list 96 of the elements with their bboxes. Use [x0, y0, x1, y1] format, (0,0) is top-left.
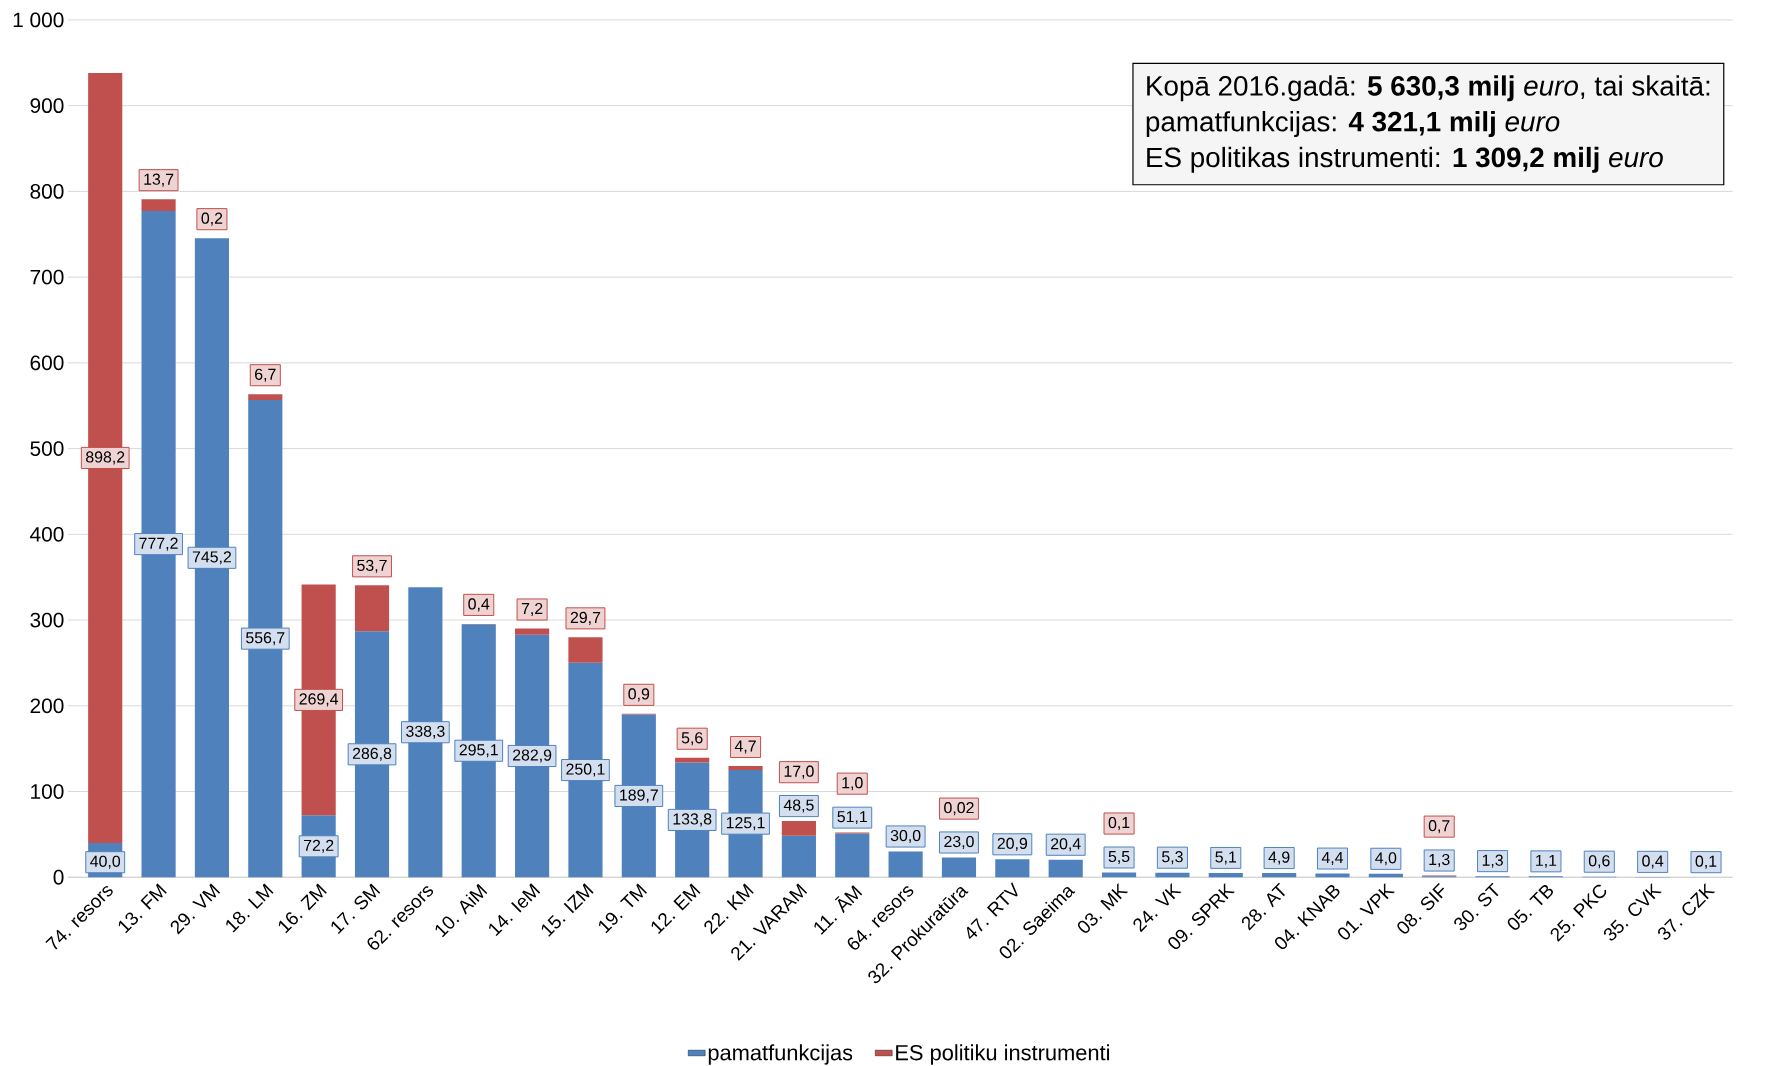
annotation: Kopā 2016.gadā: 5 630,3 milj euro, tai skaitā: [1147, 75, 1710, 102]
data-label: 0,6 [1588, 855, 1610, 869]
legend-label: ES politiku instrumenti [896, 1044, 1110, 1065]
data-label: 20,9 [997, 837, 1028, 852]
y-tick-label: 900 [30, 98, 64, 114]
data-label: 286,8 [352, 747, 392, 762]
data-label: 0,02 [944, 802, 974, 816]
x-tick-label: 16. ZM [278, 883, 327, 934]
bar [728, 766, 763, 771]
annotation: ES politikas instrumenti: 1 309,2 milj euro [1147, 147, 1663, 173]
bar [354, 585, 390, 632]
data-label: 0,4 [468, 598, 490, 612]
data-label: 777,2 [139, 537, 178, 551]
bar [835, 833, 870, 878]
x-tick-label: 19. TM [598, 883, 648, 934]
data-label: 51,1 [837, 811, 867, 825]
data-label: 1,0 [842, 777, 863, 791]
bar [1048, 859, 1083, 878]
data-label: 6,7 [255, 368, 276, 382]
y-tick-label: 700 [30, 269, 64, 285]
data-label: 556,7 [246, 632, 285, 646]
data-label: 0,1 [1108, 817, 1130, 831]
y-tick-label: 600 [30, 355, 64, 371]
bar [781, 821, 816, 836]
data-label: 0,1 [1695, 855, 1717, 869]
data-label: 0,9 [628, 688, 650, 702]
y-tick-label: 300 [30, 612, 64, 628]
bar [141, 199, 176, 212]
data-label: 17,0 [784, 765, 814, 779]
legend-label: pamatfunkcijas [708, 1044, 853, 1065]
data-label: 133,8 [673, 813, 712, 827]
x-tick-label: 05. TB [1507, 885, 1553, 930]
y-tick-label: 200 [30, 698, 64, 714]
bar [568, 637, 603, 663]
data-label: 29,7 [570, 611, 601, 626]
data-label: 72,2 [304, 839, 334, 854]
data-label: 269,4 [299, 693, 339, 707]
x-tick-label: 13. FM [118, 883, 167, 934]
bar [888, 851, 923, 878]
data-label: 125,1 [726, 817, 765, 831]
data-label: 189,7 [620, 789, 658, 803]
bar [248, 394, 283, 401]
data-label: 0,4 [1642, 855, 1664, 869]
x-tick-label: 14. IeM [489, 883, 541, 937]
data-label: 745,2 [192, 551, 232, 565]
data-label: 40,0 [90, 855, 121, 869]
annotation: pamatfunkcijas: 4 321,1 milj euro [1146, 111, 1560, 138]
x-tick-label: 30. ST [1454, 882, 1499, 931]
data-label: 20,4 [1051, 838, 1081, 852]
bar [941, 857, 977, 878]
data-label: 1,3 [1482, 854, 1503, 868]
data-label: 4,0 [1375, 852, 1397, 866]
data-label: 1,3 [1429, 854, 1450, 868]
x-tick-label: 22. KM [704, 883, 754, 935]
data-label: 4,7 [734, 740, 756, 754]
data-label: 48,5 [783, 799, 814, 813]
data-label: 250,1 [566, 763, 605, 777]
bar [1315, 873, 1350, 878]
x-tick-label: 03. MK [1077, 883, 1129, 933]
x-tick-label: 18. LM [226, 883, 274, 933]
data-label: 898,2 [86, 451, 125, 465]
y-tick-label: 500 [30, 441, 64, 457]
data-label: 282,9 [513, 749, 552, 763]
x-tick-label: 29. VM [170, 883, 221, 935]
y-tick-label: 800 [30, 184, 64, 199]
y-tick-label: 400 [30, 527, 64, 542]
data-label: 0,2 [201, 212, 223, 226]
x-tick-label: 28. AT [1241, 882, 1285, 931]
bar [1262, 873, 1297, 878]
bar [515, 628, 550, 635]
data-label: 5,5 [1108, 851, 1130, 865]
y-tick-label: 1 000 [13, 12, 64, 28]
bar [675, 757, 710, 763]
data-label: 4,9 [1268, 851, 1290, 865]
data-label: 5,6 [681, 732, 703, 746]
data-label: 4,4 [1321, 852, 1344, 866]
data-label: 30,0 [890, 830, 921, 844]
data-label: 13,7 [144, 173, 174, 187]
data-label: 7,2 [521, 603, 543, 617]
x-tick-label: 12. EM [651, 883, 701, 935]
x-tick-label: 15. IZM [541, 883, 594, 938]
data-label: 5,3 [1162, 851, 1183, 865]
data-label: 0,7 [1428, 820, 1450, 834]
bar [1208, 873, 1243, 878]
data-label: 23,0 [944, 836, 974, 850]
bar [781, 835, 816, 878]
y-tick-label: 100 [31, 784, 64, 800]
x-tick-label: 08. SIF [1397, 883, 1445, 934]
bar [995, 859, 1030, 878]
data-label: 53,7 [357, 559, 387, 574]
data-label: 295,1 [459, 744, 498, 758]
data-label: 5,1 [1215, 851, 1237, 865]
x-tick-label: 10. AiM [435, 883, 488, 938]
data-label: 338,3 [406, 725, 445, 739]
data-label: 1,1 [1536, 855, 1557, 868]
y-tick-label: 0 [53, 870, 64, 885]
